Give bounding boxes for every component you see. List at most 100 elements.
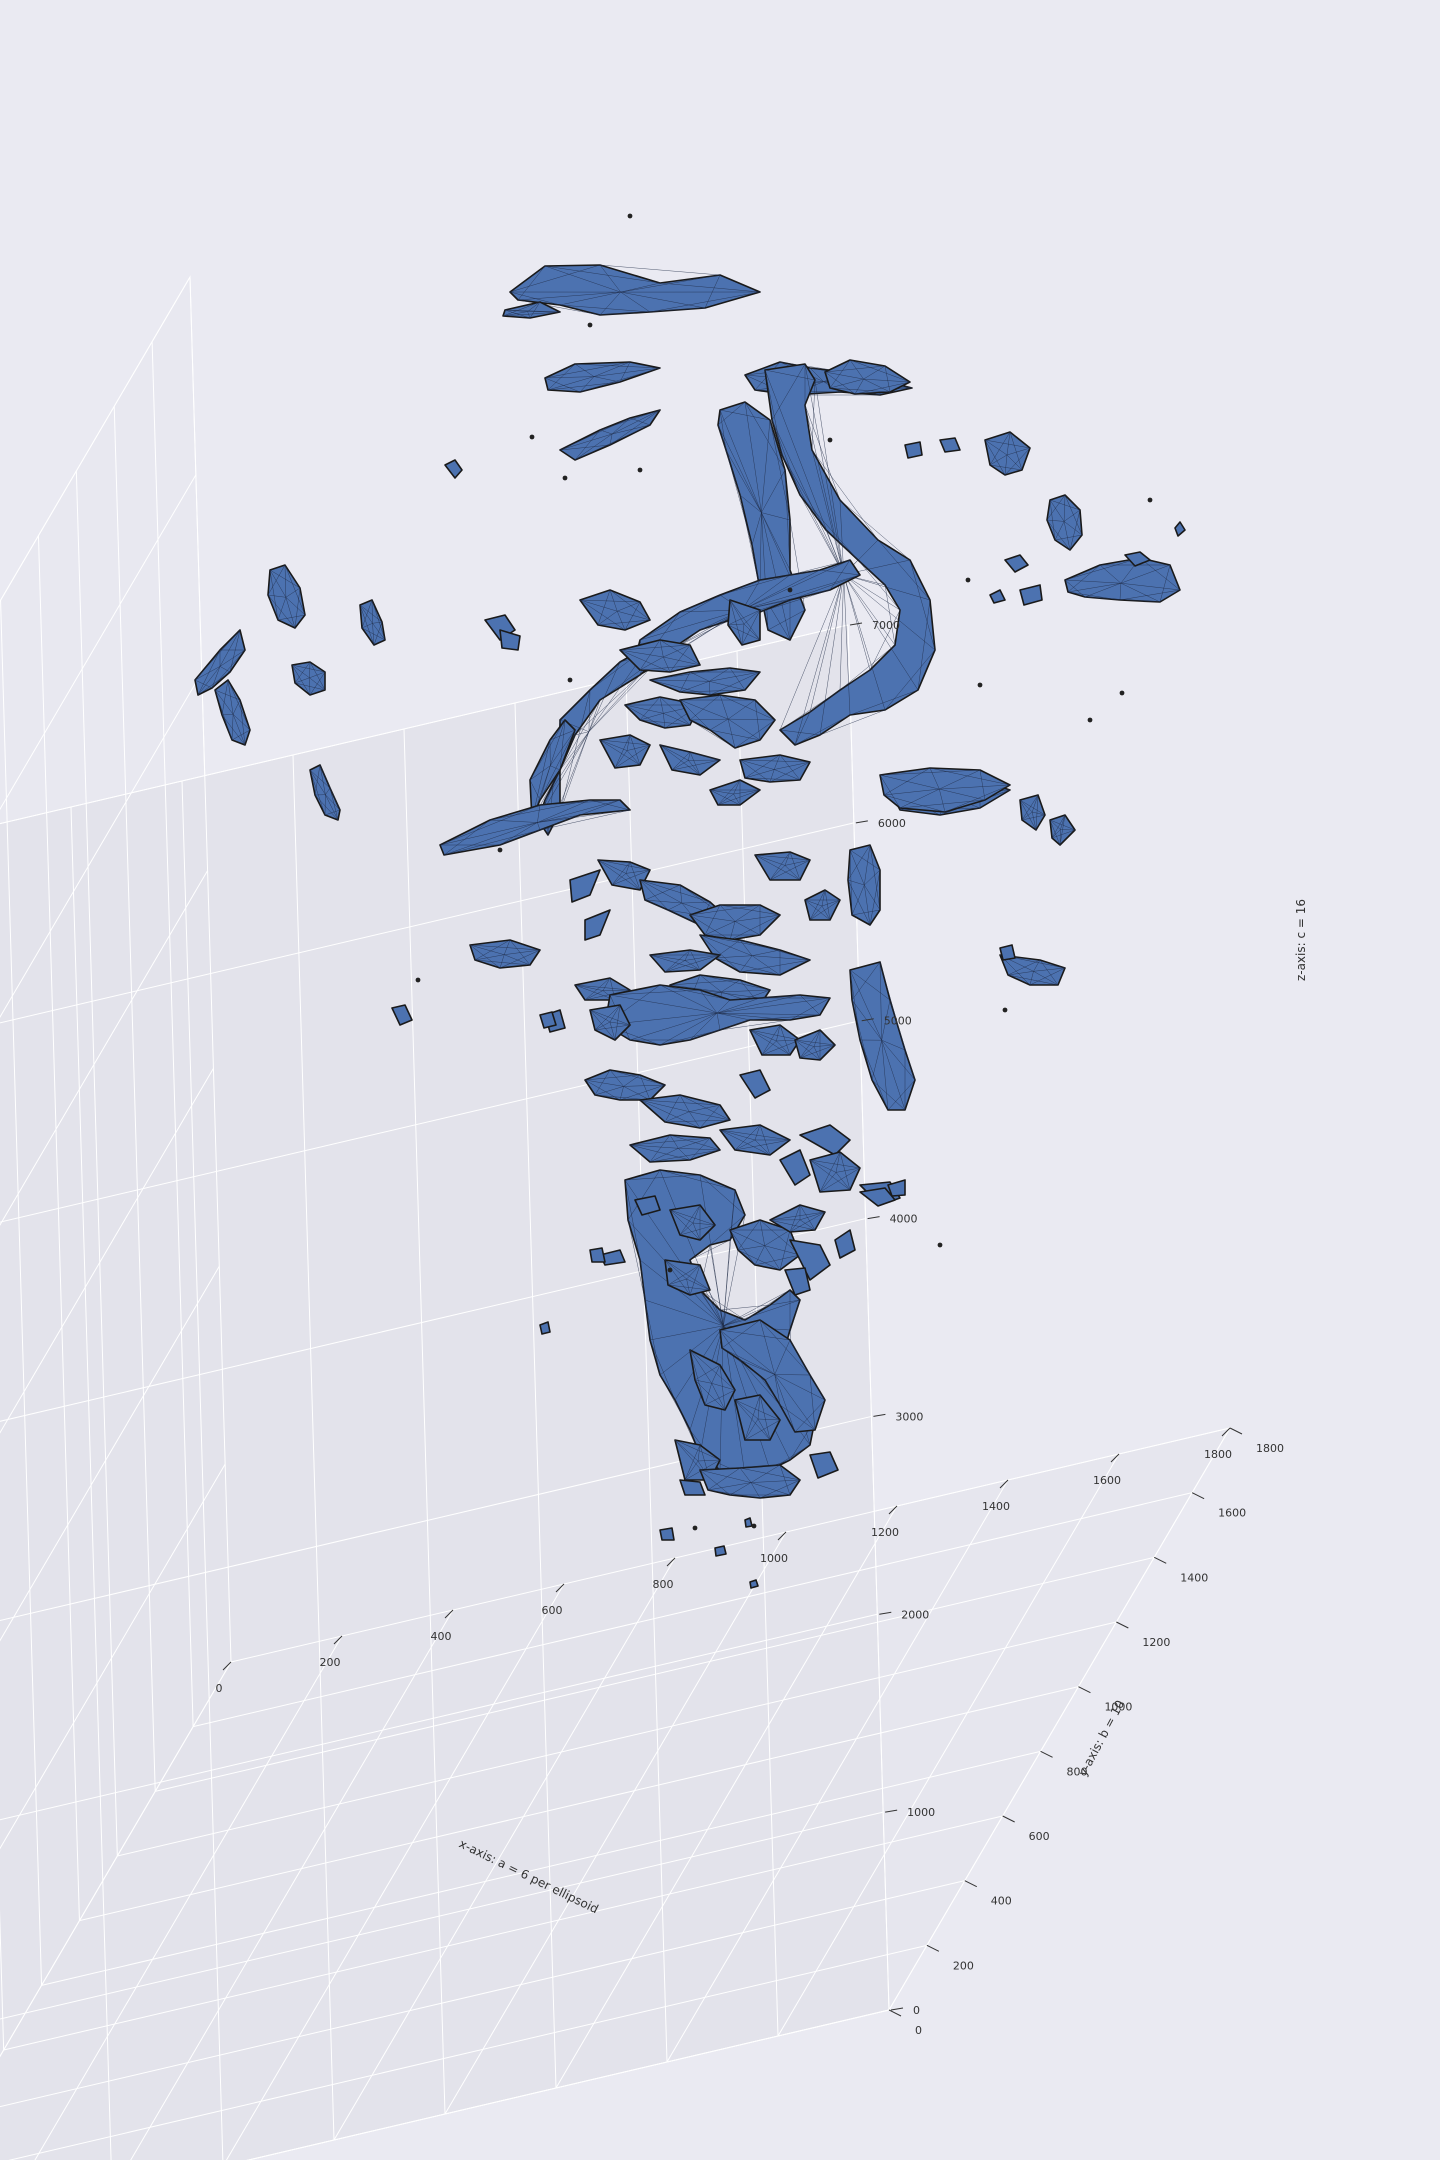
grid-y-floor [41, 1750, 1041, 1986]
x-tick-mark [333, 1635, 343, 1645]
blob-mesh [729, 1219, 801, 1271]
x-tick-label: 400 [431, 1630, 452, 1643]
y-tick-mark [1078, 1686, 1091, 1694]
grid-z-left [0, 1463, 226, 1850]
blob-face [444, 459, 463, 479]
x-tick-label: 1200 [871, 1526, 899, 1539]
x-tick-mark [444, 1609, 454, 1619]
blob-mesh [719, 1319, 826, 1433]
blob-face [291, 661, 326, 696]
blob-speck [562, 475, 568, 481]
x-tick-label: 0 [216, 1682, 223, 1695]
isosurface-blob [784, 1267, 811, 1296]
grid-z-right [0, 1218, 866, 1422]
isosurface-blob [469, 939, 541, 969]
grid-z-left [0, 672, 203, 1018]
y-tick-label: 400 [991, 1895, 1012, 1908]
isosurface-blob [599, 734, 651, 769]
blob-face [579, 589, 651, 631]
z-tick-label: 5000 [884, 1015, 912, 1028]
grid-z-right [0, 822, 854, 1024]
isosurface-blob [291, 661, 326, 696]
grid-x-floor [555, 1505, 898, 2089]
blob-face [589, 1247, 606, 1263]
grid-x-wall [292, 754, 335, 2141]
z-tick-mark [885, 1809, 898, 1813]
isosurface-blob [739, 1069, 771, 1099]
blob-mesh [214, 679, 251, 746]
isosurface-blob [649, 949, 721, 973]
grid-y-wall [151, 341, 194, 1727]
isosurface-blob [624, 696, 701, 729]
grid-x-floor [444, 1531, 787, 2115]
isosurface-blob [639, 1094, 731, 1129]
blob-mesh [502, 301, 561, 319]
isosurface-blob [499, 629, 521, 651]
z-tick-mark [849, 622, 863, 626]
blob-face [734, 1394, 781, 1441]
blob-face [887, 1179, 906, 1197]
isosurface-blob [887, 1179, 906, 1197]
blob-mesh [544, 361, 661, 393]
grid-z-right [0, 1811, 884, 2020]
blob-speck [415, 977, 421, 983]
isosurface-blob [904, 441, 923, 459]
blob-speck [827, 437, 833, 443]
blob-speck [965, 577, 971, 583]
isosurface-blob [589, 1004, 631, 1041]
grid-z-left [0, 1661, 232, 2058]
grid-x-floor [34, 1635, 343, 2160]
grid-x-wall [70, 806, 112, 2160]
grid-z-right [0, 1613, 878, 1821]
grid-x-wall [181, 780, 224, 2160]
blob-mesh [509, 264, 761, 316]
isosurface-blob [309, 764, 341, 821]
blob-mesh [291, 661, 326, 696]
isosurface-blob [739, 754, 811, 783]
blob-mesh [709, 779, 761, 806]
isosurface-blob [1004, 554, 1029, 573]
grid-lines [0, 276, 1231, 2160]
blob-face [634, 1195, 661, 1216]
grid-x-floor [130, 1609, 454, 2160]
blob-mesh [629, 1134, 721, 1163]
grid-y-floor [192, 1492, 1193, 1728]
grid-x-wall [403, 728, 446, 2115]
blob-face [649, 667, 761, 696]
isosurface-blob [444, 459, 463, 479]
blob-mesh [739, 754, 811, 783]
blob-mesh [469, 939, 541, 969]
grid-z-left [0, 1068, 214, 1434]
blob-mesh [699, 934, 811, 976]
isosurface-blob [824, 359, 911, 395]
blob-speck [787, 587, 793, 593]
blob-mesh [597, 859, 651, 891]
blob-mesh [309, 764, 341, 821]
isosurface-blob [659, 1527, 675, 1541]
isosurface-blob [849, 961, 916, 1111]
blob-face [714, 1545, 727, 1557]
blob-face [649, 949, 721, 973]
y-tick-mark [1116, 1621, 1129, 1629]
blob-face [779, 1149, 811, 1186]
blob-face [1124, 551, 1151, 567]
isosurface-blob [879, 767, 1011, 813]
y-tick-label: 1000 [1104, 1701, 1132, 1714]
isosurface-blob [589, 1247, 606, 1263]
blob-speck [1147, 497, 1153, 503]
grid-y-floor [117, 1621, 1117, 1857]
blob-mesh [649, 949, 721, 973]
isosurface-blob [659, 744, 721, 776]
x-tick-mark [999, 1479, 1009, 1489]
z-tick-mark [873, 1413, 886, 1417]
axis-panes [0, 275, 1232, 2160]
isosurface-blob [804, 889, 841, 921]
x-tick-label: 200 [320, 1656, 341, 1669]
blob-face [739, 1069, 771, 1099]
y-tick-label: 0 [915, 2024, 922, 2037]
z-tick-mark [861, 1018, 874, 1022]
isosurface-blob [749, 1024, 801, 1056]
grid-y-wall [189, 276, 232, 1663]
blob-speck [1002, 1007, 1008, 1013]
